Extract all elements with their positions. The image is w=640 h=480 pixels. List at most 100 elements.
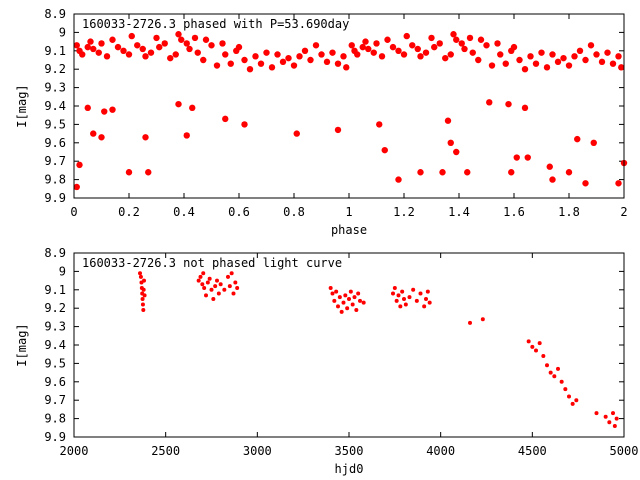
data-point <box>453 36 460 43</box>
data-point <box>488 62 496 69</box>
data-point <box>362 38 369 45</box>
data-point <box>444 117 452 124</box>
data-point <box>141 287 146 292</box>
data-point <box>546 163 553 170</box>
unphased-light-curve-panel: 2000 2500 3000 3500 4000 4500 5000 8.9 9 9.1 9.2 9.… <box>15 246 638 476</box>
data-point <box>323 58 331 66</box>
data-point <box>343 64 350 71</box>
data-point <box>329 49 336 56</box>
data-point <box>403 32 410 40</box>
data-point <box>241 121 248 128</box>
data-point <box>389 43 397 51</box>
data-point <box>334 126 342 134</box>
data-point <box>466 34 474 42</box>
x-tick-label: 0.4 <box>173 205 195 219</box>
data-point <box>565 62 573 69</box>
data-point <box>376 121 383 128</box>
data-point <box>175 31 182 38</box>
data-point <box>427 300 432 305</box>
data-point <box>142 278 147 283</box>
data-point <box>114 43 122 51</box>
data-point <box>538 49 545 56</box>
data-point <box>604 49 611 56</box>
data-point <box>516 56 523 64</box>
data-point <box>417 53 424 60</box>
x-tick-label: 2000 <box>60 444 89 458</box>
data-point <box>571 53 578 60</box>
data-point <box>453 148 460 156</box>
data-point <box>378 53 386 60</box>
data-point <box>526 339 531 344</box>
data-point <box>142 134 149 141</box>
data-point <box>312 42 320 49</box>
data-point <box>508 169 515 176</box>
data-point <box>222 287 227 292</box>
data-point <box>202 36 210 43</box>
data-point <box>612 423 617 428</box>
data-point <box>618 64 625 71</box>
data-point <box>350 302 355 307</box>
data-point <box>513 154 520 161</box>
data-point <box>422 49 430 56</box>
data-point <box>414 45 421 53</box>
data-point <box>439 169 446 176</box>
data-point <box>615 53 622 60</box>
phased-plot-frame <box>73 13 625 199</box>
x-tick-label: 4500 <box>518 444 547 458</box>
data-point <box>141 308 146 313</box>
y-tick-label: 9.4 <box>44 338 66 352</box>
data-point <box>205 280 210 285</box>
data-point <box>125 169 133 176</box>
data-point <box>167 54 174 62</box>
data-point <box>285 54 292 62</box>
data-point <box>582 56 589 64</box>
data-point <box>450 31 457 38</box>
data-point <box>215 278 219 283</box>
data-point <box>332 298 337 303</box>
data-point <box>343 293 348 298</box>
x-tick-label: 0.2 <box>118 205 140 219</box>
x-tick-label: 1.2 <box>393 205 415 219</box>
data-point <box>330 291 335 296</box>
data-point <box>186 45 193 53</box>
data-point <box>469 49 476 56</box>
phased-light-curve-panel: 0 0.2 0.4 0.6 0.8 1 1.2 1.4 1.6 1.8 2 8.9 9 9.1 9.2 9.3… <box>15 7 628 237</box>
data-point <box>194 49 201 56</box>
x-tick-label: 1 <box>345 205 352 219</box>
data-point <box>407 295 412 300</box>
y-tick-label: 9.9 <box>44 191 66 205</box>
data-point <box>198 274 203 279</box>
data-point <box>559 379 564 384</box>
data-point <box>552 374 557 379</box>
data-point <box>231 291 236 296</box>
data-point <box>227 284 232 289</box>
data-point <box>574 135 581 143</box>
data-point <box>402 297 406 301</box>
data-point <box>337 295 342 300</box>
data-point <box>87 38 94 45</box>
data-point <box>494 40 501 47</box>
data-point <box>477 36 485 43</box>
data-point <box>352 295 357 300</box>
data-point <box>189 104 196 112</box>
data-point <box>414 298 419 303</box>
y-tick-label: 9.6 <box>44 375 66 389</box>
y-tick-label: 9.2 <box>44 62 66 76</box>
data-point <box>537 341 542 346</box>
y-tick-label: 8.9 <box>44 7 66 21</box>
data-point <box>178 36 185 43</box>
data-point <box>556 366 560 371</box>
data-point <box>545 363 549 368</box>
data-point <box>161 40 168 47</box>
data-point <box>200 56 207 64</box>
phased-ticks: 0 0.2 0.4 0.6 0.8 1 1.2 1.4 1.6 1.8 2 8.9 9 9.1 9.2 9.3… <box>44 7 627 219</box>
x-tick-label: 0.6 <box>228 205 250 219</box>
data-point <box>576 47 584 54</box>
data-point <box>318 51 325 58</box>
data-point <box>73 183 80 191</box>
data-point <box>142 53 149 60</box>
data-point <box>436 40 443 47</box>
data-point <box>296 53 303 60</box>
data-point <box>109 106 116 113</box>
